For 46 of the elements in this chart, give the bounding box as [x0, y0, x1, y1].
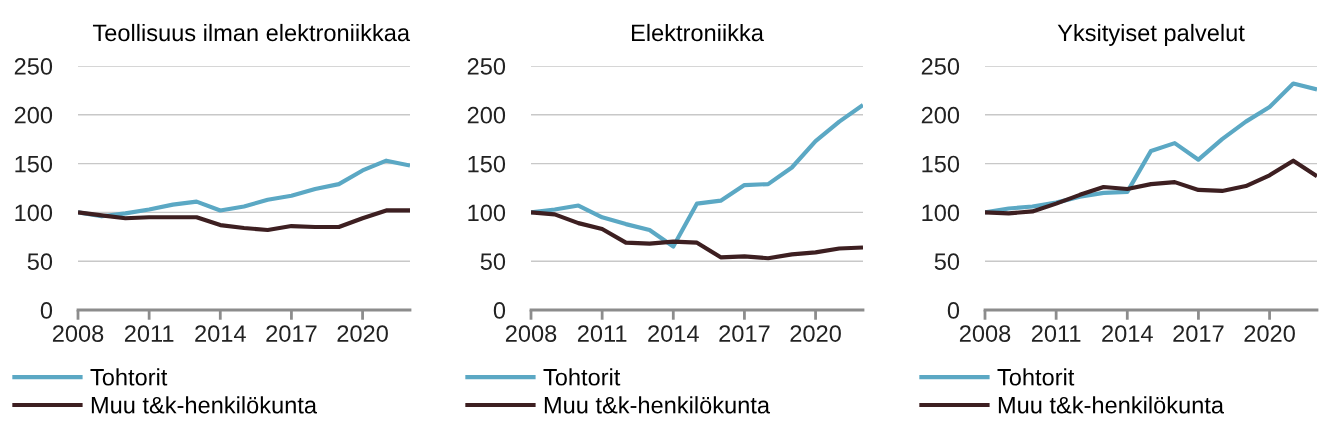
y-tick-label: 100: [468, 204, 506, 222]
y-tick-label: 0: [40, 302, 53, 319]
y-tick-label: 150: [922, 155, 960, 173]
x-tick-label: 2020: [790, 325, 841, 342]
y-tick-label: 150: [468, 155, 506, 173]
legend-label: Tohtorit: [543, 368, 621, 386]
x-tick-label: 2014: [1102, 325, 1153, 342]
y-tick-label: 0: [947, 302, 960, 319]
legend-label: Tohtorit: [997, 368, 1075, 386]
x-tick-label: 2008: [959, 325, 1011, 342]
y-tick-label: 250: [467, 58, 506, 75]
x-tick-label: 2020: [1244, 325, 1295, 342]
line-series: [531, 210, 863, 261]
x-tick-label: 2008: [505, 325, 557, 342]
legend-label: Muu t&k-henkilökunta: [544, 396, 771, 414]
x-tick-label: 2020: [337, 325, 388, 342]
y-tick-label: 150: [15, 155, 53, 173]
x-tick-label: 2017: [1173, 325, 1224, 342]
chart-title: Teollisuus ilman elektroniikkaa: [92, 23, 411, 42]
y-tick-label: 50: [934, 253, 960, 270]
chart-title: Elektroniikka: [632, 23, 764, 42]
y-tick-label: 250: [921, 58, 960, 75]
y-tick-label: 100: [15, 204, 53, 222]
y-tick-label: 200: [921, 106, 960, 124]
y-tick-label: 50: [27, 253, 53, 270]
legend-label: Tohtorit: [90, 368, 168, 386]
y-tick-label: 50: [480, 253, 506, 270]
x-tick-label: 2014: [648, 325, 699, 342]
line-series: [78, 208, 410, 233]
chart-title: Yksityiset palvelut: [1057, 23, 1245, 46]
y-tick-label: 200: [14, 106, 53, 124]
y-tick-label: 100: [922, 204, 960, 222]
line-series: [985, 158, 1317, 216]
line-series: [531, 102, 863, 249]
x-tick-label: 2008: [52, 325, 104, 342]
x-tick-label: 2011: [1031, 325, 1081, 342]
y-tick-label: 250: [14, 58, 53, 75]
y-tick-label: 200: [467, 106, 506, 124]
x-tick-label: 2011: [124, 325, 174, 342]
x-tick-label: 2017: [719, 325, 770, 342]
x-tick-label: 2017: [266, 325, 317, 342]
x-tick-label: 2014: [195, 325, 246, 342]
x-tick-label: 2011: [577, 325, 627, 342]
y-tick-label: 0: [493, 302, 506, 319]
legend-label: Muu t&k-henkilökunta: [998, 396, 1225, 414]
legend-label: Muu t&k-henkilökunta: [91, 396, 318, 414]
